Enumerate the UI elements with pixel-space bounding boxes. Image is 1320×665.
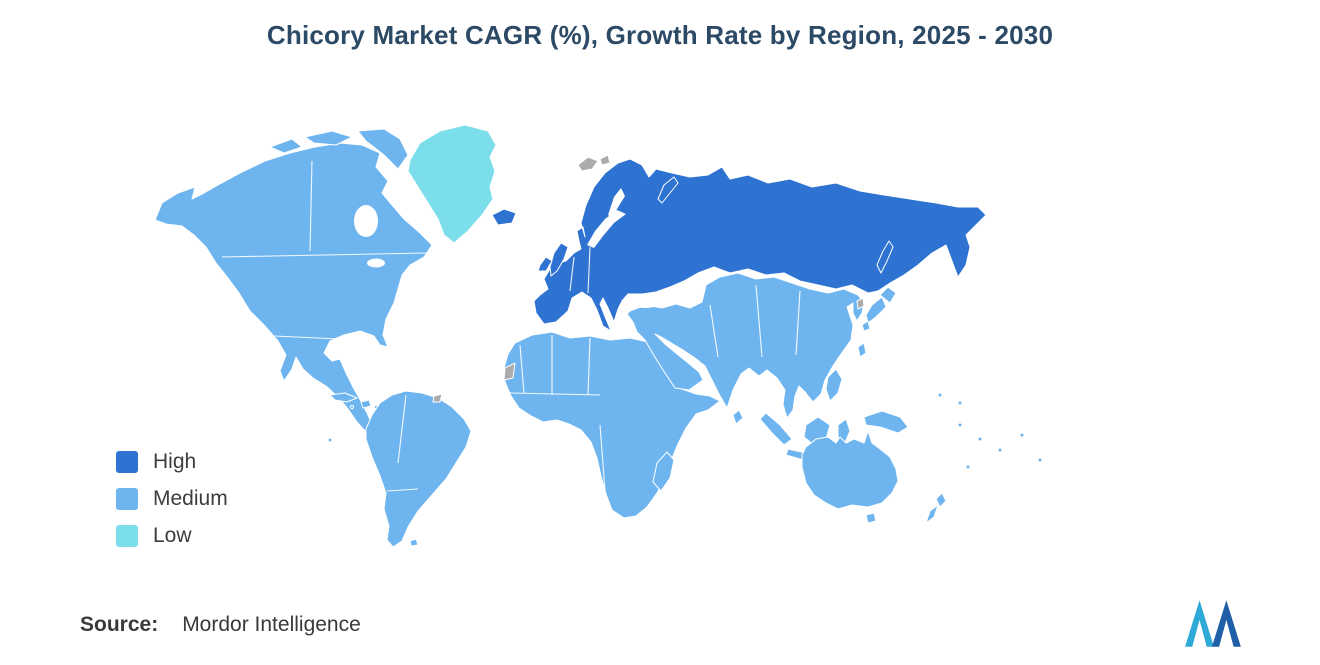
region-new-zealand-north [935,492,947,508]
region-africa [503,331,721,519]
legend: High Medium Low [116,450,228,561]
region-pacific-island [977,436,983,442]
hudson-bay [354,205,378,237]
source-label: Source: [80,613,159,636]
region-sakhalin [876,240,894,274]
legend-label-high: High [153,450,197,473]
legend-item-low: Low [116,524,228,548]
country-borders [221,160,801,492]
legend-item-high: High [116,450,228,474]
region-arctic-island-mid [304,130,353,146]
region-north-korea [856,297,865,310]
region-europe-russia [533,158,987,332]
region-japan-honshu [865,296,887,324]
caspian-sea [691,274,703,302]
legend-item-medium: Medium [116,487,228,511]
legend-swatch-medium [116,488,138,510]
logo-mark-left [1185,600,1214,647]
source-text: Mordor Intelligence [182,613,361,636]
region-pacific-island [1019,432,1025,438]
region-sumatra [759,412,793,446]
low-regions [407,124,497,244]
region-pacific-island [965,464,971,470]
source-line: Source: Mordor Intelligence [80,613,361,637]
region-arctic-island-west [269,138,303,154]
region-madagascar [652,451,675,492]
no-data-regions [432,154,865,403]
region-japan-kyushu [861,320,871,332]
region-philippines [825,368,843,402]
region-galapagos [327,437,333,443]
world-map [154,124,1043,548]
black-sea [630,294,660,308]
gulf-of-bothnia [608,188,625,218]
region-australia [801,430,899,510]
water-overlays [354,188,703,308]
legend-swatch-high [116,451,138,473]
logo-mark-right [1211,600,1241,647]
region-hispaniola [360,399,372,409]
legend-label-low: Low [153,524,192,547]
region-north-america [154,142,433,433]
legend-swatch-low [116,525,138,547]
region-svalbard-islet [599,154,611,166]
region-south-america [365,390,472,548]
region-pacific-island [957,422,963,428]
region-sri-lanka [732,409,744,425]
region-new-guinea [863,410,909,434]
region-tasmania [865,512,877,524]
region-asia [626,272,865,419]
region-pacific-island [937,392,943,398]
baltic-sea [587,210,626,248]
region-cuba [329,392,358,403]
region-ireland [537,256,553,272]
region-western-sahara [503,362,516,381]
region-japan-hokkaido [879,286,897,304]
chart-title: Chicory Market CAGR (%), Growth Rate by … [266,20,1054,50]
mordor-intelligence-logo [1185,600,1241,647]
region-iceland [491,208,517,226]
great-lakes [367,258,385,268]
region-greenland [407,124,497,244]
region-taiwan [857,342,867,358]
region-svalbard [577,156,599,172]
region-caribbean-dot [349,404,355,410]
region-new-zealand-south [925,504,939,524]
region-falkland-islands [409,538,419,547]
region-pacific-island [1037,457,1043,463]
region-novaya-zemlya [657,176,679,204]
region-pacific-island [957,400,963,406]
region-french-guiana [432,393,443,403]
region-united-kingdom [549,242,569,277]
region-baffin-island [357,128,409,170]
legend-label-medium: Medium [153,487,228,510]
region-pacific-island [997,447,1003,453]
high-regions [491,158,987,332]
